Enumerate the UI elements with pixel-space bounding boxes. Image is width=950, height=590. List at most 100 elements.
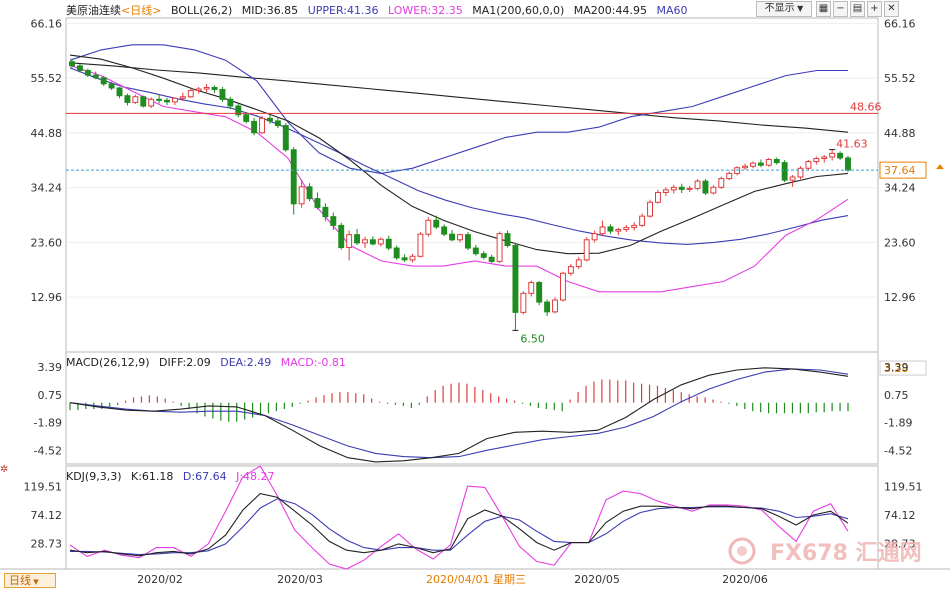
candle-body — [290, 149, 297, 205]
y-tick-label-left: 44.88 — [31, 127, 63, 140]
grid-button[interactable]: ▦ — [816, 1, 831, 17]
candle-body — [678, 186, 685, 190]
x-axis-labels: 2020/02 2020/03 2020/04/01 星期三 2020/05 2020/… — [137, 573, 768, 586]
macd-y-tick-right: -1.89 — [884, 417, 912, 430]
candle-body — [528, 282, 535, 294]
candle-body — [726, 172, 733, 180]
candle-body — [583, 239, 590, 261]
resistance-label: 48.66 — [850, 100, 882, 113]
minus-button[interactable]: − — [833, 1, 848, 17]
candle-body — [536, 282, 543, 303]
macd-diff-line — [69, 367, 849, 463]
boll-label: BOLL(26,2) — [170, 4, 233, 17]
candle-body — [805, 161, 812, 169]
ma200-value: MA200:44.95 — [573, 4, 647, 17]
candle-body — [346, 234, 353, 249]
candle-body — [211, 86, 218, 91]
candle-body — [496, 233, 503, 262]
candle-body — [385, 238, 392, 249]
candle-body — [362, 239, 368, 244]
chart-type-button[interactable]: ▤ — [850, 1, 865, 17]
candle-body — [575, 259, 582, 268]
candle-body — [219, 89, 226, 100]
x-label: 2020/02 — [137, 573, 183, 586]
instrument-name: 美原油连续 — [66, 4, 121, 17]
macd-dea: DEA:2.49 — [220, 356, 272, 369]
candle-body — [457, 234, 463, 241]
kdj-header: KDJ(9,3,3) K:61.18 D:67.64 J:48.27 — [66, 470, 281, 483]
boll-lower-line — [69, 64, 849, 293]
candle-body — [132, 96, 139, 103]
macd-y-tick-left: 3.39 — [38, 361, 63, 374]
macd-y-tick-right: 0.75 — [884, 389, 909, 402]
candle-body — [623, 226, 630, 231]
close-button[interactable]: ✕ — [884, 1, 899, 17]
low-price-label: 6.50 — [520, 332, 545, 345]
minus-icon: − — [836, 3, 845, 14]
macd-panel: 3.28 — [69, 360, 927, 463]
candle-body — [179, 96, 186, 99]
candle-body — [773, 159, 780, 164]
candle-body — [171, 97, 178, 103]
boll-mid: MID:36.85 — [241, 4, 299, 17]
x-label: 2020/05 — [574, 573, 620, 586]
period-link[interactable]: <日线> — [121, 4, 162, 17]
kdj-panel — [69, 465, 849, 570]
display-toggle-dropdown[interactable]: 不显示 ▼ — [756, 1, 812, 17]
candle-body — [694, 180, 701, 189]
plus-icon: + — [870, 3, 879, 14]
last-price-box — [879, 161, 927, 179]
watermark-logo-center — [737, 546, 747, 556]
kdj-y-tick-right: 28.73 — [884, 537, 916, 550]
boll-lower: LOWER:32.35 — [387, 4, 463, 17]
candle-body — [195, 88, 202, 92]
y-tick-label-right: 55.52 — [884, 72, 916, 85]
candle-body — [251, 120, 258, 134]
candle-body — [837, 152, 844, 159]
candle-body — [544, 301, 551, 313]
candle-body — [821, 156, 828, 159]
candle-body — [765, 159, 772, 166]
macd-dea-line — [69, 368, 849, 459]
y-axis-ticks: 66.16 66.16 55.52 55.52 44.88 44.88 34.24 34.24… — [24, 17, 923, 550]
macd-title: MACD(26,12,9) — [66, 356, 150, 369]
candle-body — [148, 98, 155, 107]
candle-body — [797, 167, 804, 178]
candle-body — [401, 257, 408, 261]
candle-body — [164, 99, 170, 103]
kdj-y-tick-left: 74.12 — [31, 509, 63, 522]
candle-body — [520, 292, 527, 313]
y-tick-label-right: 34.24 — [884, 182, 916, 195]
kdj-j: J:48.27 — [236, 470, 275, 483]
candle-body — [441, 226, 448, 235]
chevron-down-icon: ▼ — [794, 4, 804, 13]
period-button[interactable]: 日线 ▼ — [4, 573, 56, 588]
x-label-selected: 2020/04/01 星期三 — [426, 573, 526, 586]
high-price-label: 41.63 — [836, 138, 868, 151]
candle-body — [639, 215, 646, 226]
close-icon: ✕ — [887, 3, 896, 14]
plus-button[interactable]: + — [867, 1, 882, 17]
candle-body — [599, 226, 606, 235]
kdj-y-tick-left: 119.51 — [24, 480, 63, 493]
price-annotations: 48.66 37.64 41.63 6.50 — [66, 100, 944, 345]
candle-body — [702, 180, 709, 194]
kdj-d: D:67.64 — [182, 470, 227, 483]
crosshair-icon[interactable]: ✲ — [0, 464, 9, 475]
candle-body — [69, 61, 75, 67]
macd-value: MACD:-0.81 — [280, 356, 346, 369]
candle-body — [140, 96, 147, 107]
watermark: FX678 汇通网 — [728, 537, 922, 566]
y-tick-label-left: 23.60 — [31, 236, 63, 249]
y-tick-label-left: 12.96 — [31, 291, 63, 304]
macd-side-box — [879, 360, 927, 376]
candle-body — [670, 186, 677, 191]
candle-body — [710, 186, 717, 194]
candle-body — [845, 157, 851, 171]
kdj-title: KDJ(9,3,3) — [66, 470, 122, 483]
watermark-logo-icon — [728, 537, 756, 565]
candle-body — [567, 266, 574, 274]
macd-header: MACD(26,12,9) DIFF:2.09 DEA:2.49 MACD:-0… — [66, 356, 352, 369]
candle-body — [488, 256, 495, 262]
